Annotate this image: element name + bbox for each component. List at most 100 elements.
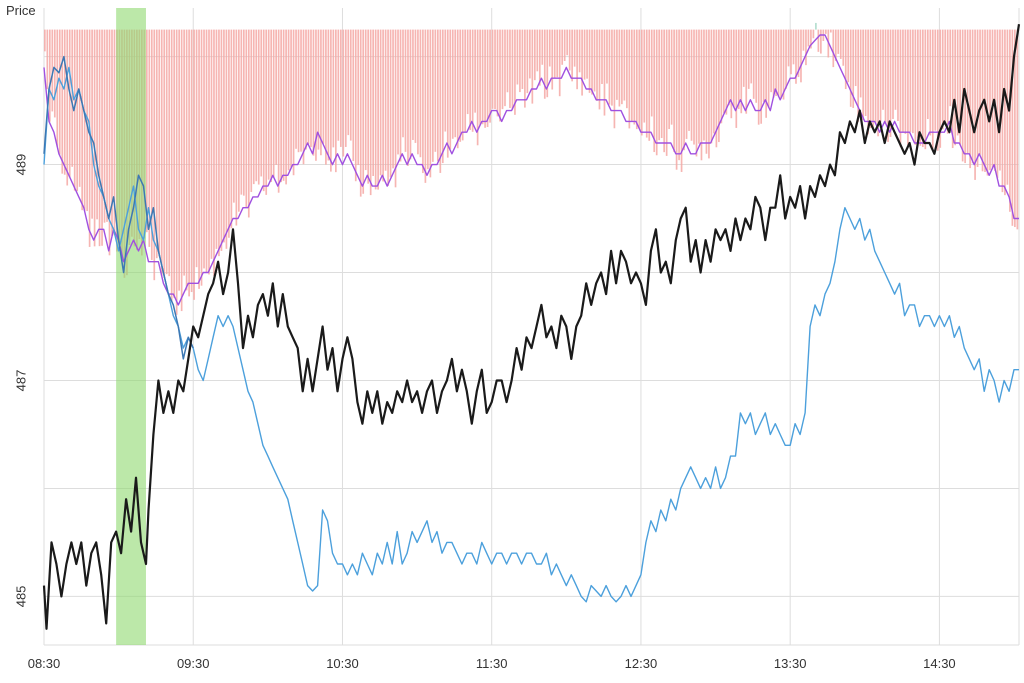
histogram-bar bbox=[287, 29, 290, 171]
histogram-bar bbox=[61, 29, 64, 174]
histogram-bar bbox=[317, 29, 320, 150]
histogram-bar bbox=[51, 29, 54, 112]
histogram-bar bbox=[399, 29, 402, 162]
histogram-bar bbox=[307, 29, 310, 145]
histogram-bar bbox=[213, 29, 215, 276]
histogram-bar bbox=[673, 29, 675, 152]
histogram-bar bbox=[387, 29, 389, 186]
histogram-bar bbox=[310, 29, 312, 148]
series-lines bbox=[42, 24, 1021, 630]
histogram-bar bbox=[148, 29, 151, 247]
histogram-bar bbox=[837, 29, 840, 54]
histogram-bar bbox=[616, 29, 618, 100]
histogram-bar bbox=[250, 29, 253, 192]
histogram-bar bbox=[441, 29, 444, 164]
histogram-bar bbox=[456, 29, 459, 149]
histogram-bar bbox=[583, 29, 586, 80]
histogram-bar bbox=[553, 29, 556, 78]
histogram-bar bbox=[723, 29, 725, 114]
histogram-bar bbox=[954, 29, 957, 146]
histogram-bar bbox=[690, 29, 693, 141]
histogram-bar bbox=[514, 29, 516, 115]
histogram-bar bbox=[558, 29, 561, 97]
histogram-bar bbox=[357, 29, 360, 166]
histogram-bar bbox=[170, 29, 173, 302]
histogram-bar bbox=[750, 29, 753, 84]
histogram-bar bbox=[240, 29, 243, 195]
histogram-bar bbox=[108, 29, 111, 256]
axes: Price 485 487 489 08:30 09:30 10:30 11:30 12:30… bbox=[6, 3, 956, 671]
histogram-bar bbox=[563, 29, 566, 61]
x-tick-label: 12:30 bbox=[625, 656, 658, 671]
histogram-bar bbox=[168, 29, 171, 277]
x-tick-label: 14:30 bbox=[923, 656, 956, 671]
histogram-bar bbox=[869, 29, 872, 128]
histogram-bar bbox=[640, 29, 643, 136]
histogram-bar bbox=[446, 29, 449, 158]
histogram-bar bbox=[327, 29, 330, 161]
histogram-bar bbox=[235, 29, 238, 226]
histogram-bar bbox=[568, 29, 571, 71]
histogram-bar bbox=[713, 29, 715, 134]
histogram-bar bbox=[342, 29, 345, 157]
histogram-bar bbox=[805, 29, 807, 66]
histogram-bar bbox=[195, 29, 198, 268]
histogram-bar bbox=[76, 29, 79, 192]
histogram-bar bbox=[832, 29, 835, 68]
histogram-bar bbox=[474, 29, 476, 113]
histogram-bar bbox=[412, 29, 414, 140]
histogram-bar bbox=[606, 29, 608, 84]
histogram-bar bbox=[849, 29, 852, 107]
histogram-bar bbox=[282, 29, 285, 181]
histogram-bar bbox=[909, 29, 912, 132]
histogram-bar bbox=[185, 29, 188, 291]
histogram-bar bbox=[727, 29, 730, 106]
histogram-bar bbox=[205, 29, 208, 273]
histogram-bar bbox=[91, 29, 93, 219]
histogram-bar bbox=[710, 29, 713, 144]
histogram-bar bbox=[511, 29, 514, 110]
histogram-bar bbox=[155, 29, 158, 259]
histogram-bar bbox=[175, 29, 178, 315]
histogram-bar bbox=[780, 29, 782, 99]
histogram-bar bbox=[576, 29, 578, 90]
histogram-bar bbox=[88, 29, 91, 247]
histogram-bar bbox=[797, 29, 800, 78]
histogram-bar bbox=[601, 29, 603, 85]
histogram-bar bbox=[494, 29, 496, 110]
histogram-bar bbox=[581, 29, 583, 96]
histogram-bar bbox=[531, 29, 534, 104]
histogram-bar bbox=[300, 29, 302, 152]
histogram-bar bbox=[715, 29, 718, 148]
histogram-bar bbox=[409, 29, 412, 160]
histogram-bar bbox=[188, 29, 190, 297]
histogram-bar bbox=[705, 29, 708, 154]
histogram-bar bbox=[698, 29, 700, 144]
histogram-bar bbox=[302, 29, 305, 165]
histogram-bar bbox=[834, 29, 837, 61]
histogram-bar bbox=[200, 29, 203, 286]
histogram-bar bbox=[203, 29, 205, 269]
histogram-bar bbox=[223, 29, 225, 243]
histogram-bar bbox=[892, 29, 894, 119]
histogram-bar bbox=[643, 29, 646, 123]
histogram-bar bbox=[106, 29, 108, 222]
histogram-bar bbox=[63, 29, 66, 175]
x-tick-label: 08:30 bbox=[28, 656, 61, 671]
histogram-bar bbox=[693, 29, 695, 145]
histogram-bar bbox=[946, 29, 949, 134]
x-tick-label: 10:30 bbox=[326, 656, 359, 671]
histogram-bar bbox=[683, 29, 685, 151]
histogram-bar bbox=[424, 29, 427, 183]
histogram-bar bbox=[603, 29, 606, 116]
histogram-bar bbox=[504, 29, 506, 107]
histogram-bar bbox=[86, 29, 88, 212]
histogram-bar bbox=[939, 29, 942, 148]
histogram-bar bbox=[325, 29, 327, 165]
histogram-bar bbox=[295, 29, 297, 149]
histogram-bar bbox=[618, 29, 621, 107]
histogram-bar bbox=[844, 29, 847, 90]
histogram-bar bbox=[929, 29, 932, 136]
histogram-bar bbox=[630, 29, 633, 122]
histogram-bar bbox=[163, 29, 166, 278]
